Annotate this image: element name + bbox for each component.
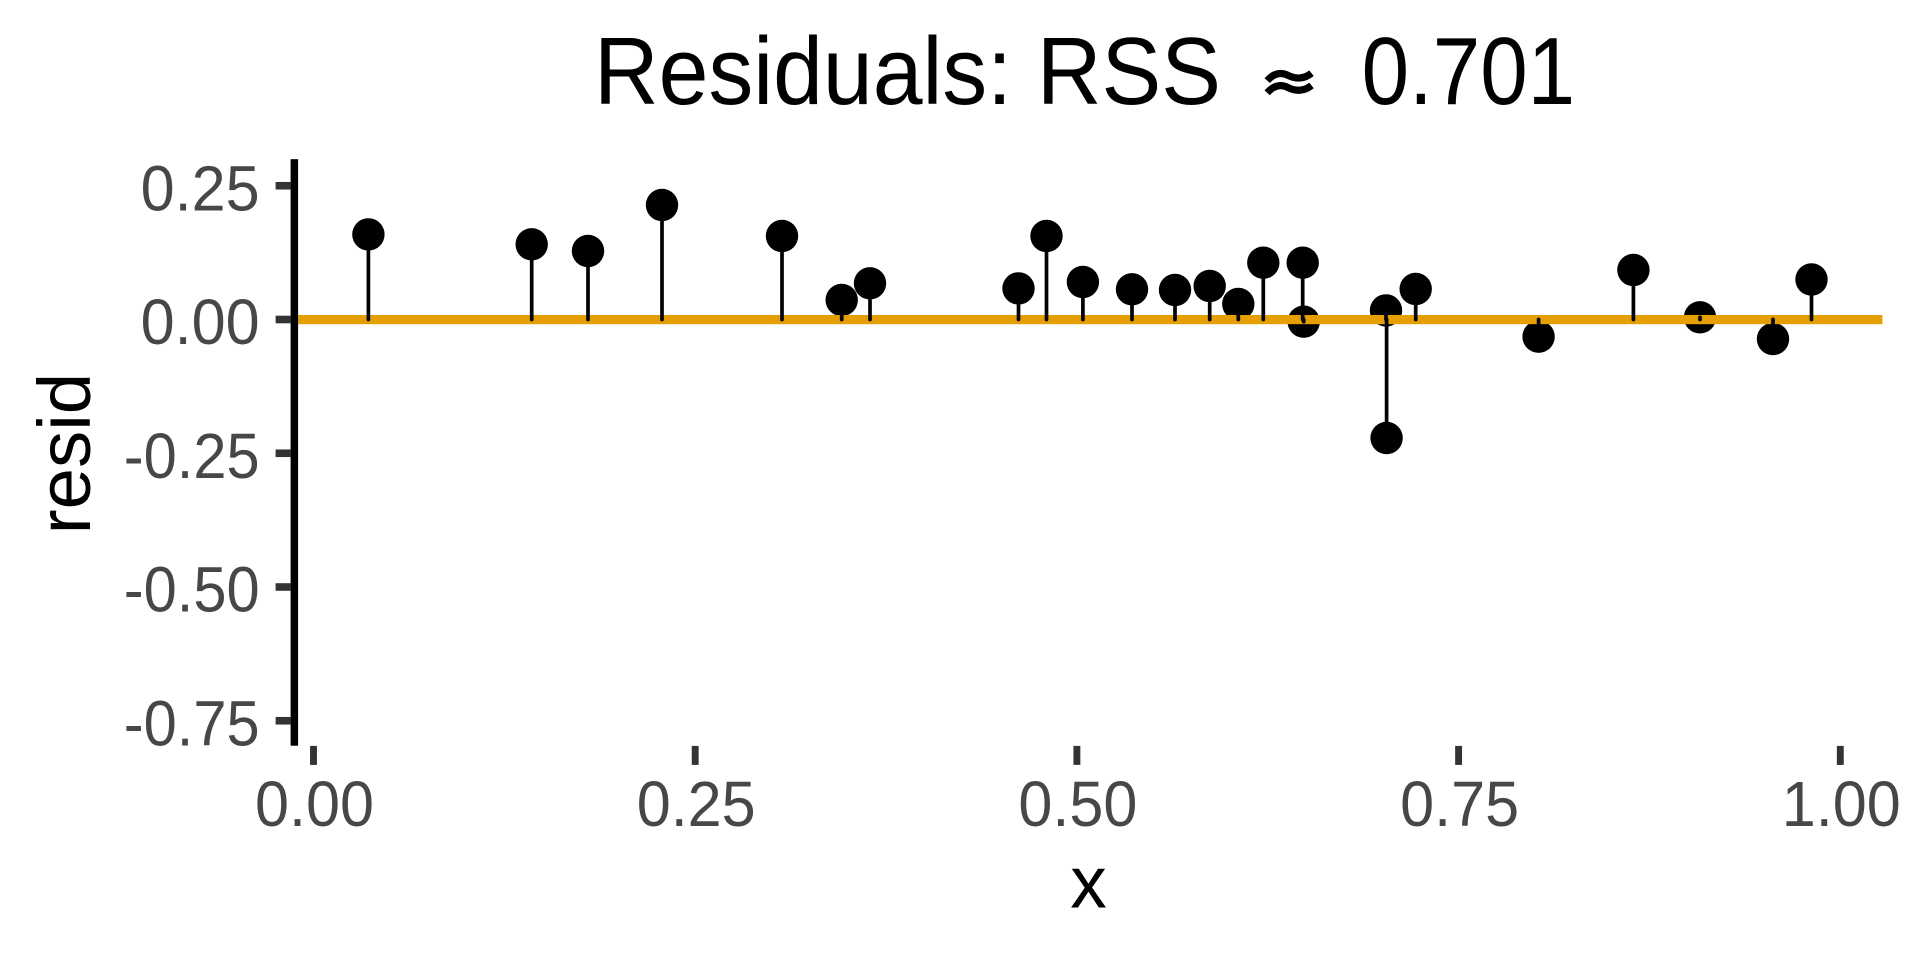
svg-text:0.701: 0.701	[1362, 19, 1576, 125]
svg-text:-0.25: -0.25	[124, 420, 260, 492]
svg-text:Residuals: RSS: Residuals: RSS	[594, 19, 1221, 125]
svg-text:-0.50: -0.50	[124, 554, 260, 626]
svg-text:x: x	[1070, 843, 1107, 924]
svg-text:-0.75: -0.75	[124, 687, 260, 759]
svg-text:1.00: 1.00	[1782, 768, 1901, 840]
svg-text:resid: resid	[23, 373, 106, 534]
svg-text:0.75: 0.75	[1400, 768, 1519, 840]
svg-text:0.25: 0.25	[637, 768, 756, 840]
svg-text:0.00: 0.00	[255, 768, 374, 840]
svg-text:0.00: 0.00	[141, 286, 260, 358]
svg-text:0.50: 0.50	[1018, 768, 1137, 840]
svg-text:0.25: 0.25	[141, 152, 260, 224]
